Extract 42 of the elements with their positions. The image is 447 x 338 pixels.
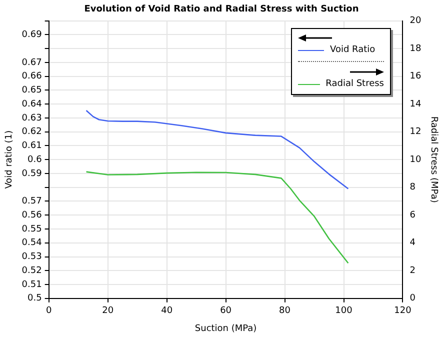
x-tick-label: 20 bbox=[102, 306, 114, 316]
y2-axis-title: Radial Stress (MPa) bbox=[428, 116, 438, 203]
y2-tick-label: 10 bbox=[410, 154, 422, 165]
y-tick-label: 0.69 bbox=[22, 30, 42, 40]
legend-label: Radial Stress bbox=[326, 79, 384, 89]
y2-tick-label: 4 bbox=[410, 238, 416, 248]
y-axis-title: Void ratio (1) bbox=[4, 130, 15, 189]
y2-tick-label: 6 bbox=[410, 210, 416, 220]
y-tick-label: 0.65 bbox=[22, 86, 42, 96]
y2-tick-label: 12 bbox=[410, 127, 422, 138]
y-tick-label: 0.57 bbox=[22, 196, 42, 207]
y-tick-label: 0.52 bbox=[22, 266, 42, 276]
x-tick-label: 0 bbox=[46, 306, 52, 316]
x-tick-label: 120 bbox=[394, 306, 412, 316]
y2-tick-label: 8 bbox=[410, 182, 416, 193]
x-tick-label: 100 bbox=[335, 306, 353, 316]
y-tick-label: 0.59 bbox=[22, 168, 42, 179]
x-tick-label: 40 bbox=[161, 306, 173, 316]
x-tick-label: 60 bbox=[220, 306, 232, 316]
y-tick-label: 0.6 bbox=[28, 154, 42, 165]
y-tick-label: 0.51 bbox=[22, 280, 42, 290]
x-axis-title: Suction (MPa) bbox=[194, 324, 257, 334]
y-tick-label: 0.63 bbox=[22, 113, 42, 124]
y2-tick-label: 14 bbox=[410, 99, 422, 110]
x-tick-label: 80 bbox=[279, 306, 291, 316]
legend-label: Void Ratio bbox=[330, 45, 376, 55]
chart-title: Evolution of Void Ratio and Radial Stress with Suction bbox=[84, 4, 359, 15]
y2-tick-label: 20 bbox=[410, 16, 422, 26]
y-tick-label: 0.53 bbox=[22, 252, 42, 262]
y2-tick-label: 0 bbox=[410, 294, 416, 304]
y2-tick-label: 2 bbox=[410, 266, 416, 276]
y-tick-label: 0.67 bbox=[22, 58, 42, 68]
y-tick-label: 0.61 bbox=[22, 141, 42, 152]
y-tick-label: 0.5 bbox=[28, 294, 42, 304]
y2-tick-label: 18 bbox=[410, 44, 422, 54]
y-tick-label: 0.62 bbox=[22, 127, 42, 138]
y-tick-label: 0.64 bbox=[22, 99, 42, 110]
y-tick-label: 0.54 bbox=[22, 238, 42, 248]
y-tick-label: 0.66 bbox=[22, 72, 42, 82]
y-tick-label: 0.55 bbox=[22, 224, 42, 234]
y2-tick-label: 16 bbox=[410, 72, 422, 82]
y-tick-label: 0.56 bbox=[22, 210, 42, 220]
